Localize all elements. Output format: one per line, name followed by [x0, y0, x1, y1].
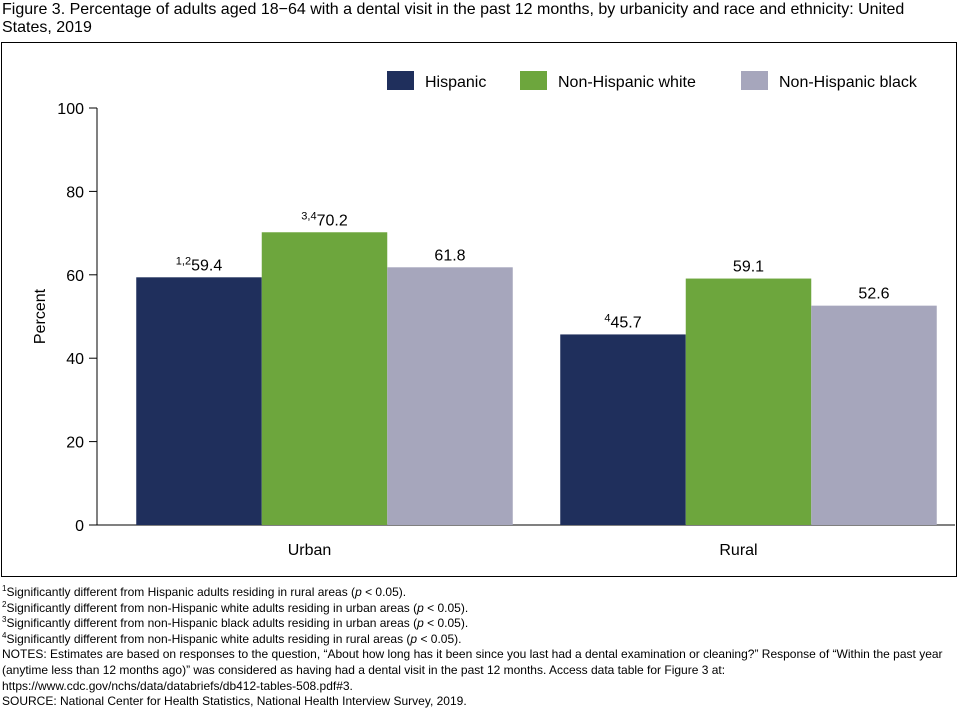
- figure-title: Figure 3. Percentage of adults aged 18−6…: [2, 1, 905, 36]
- footnote: 4Significantly different from non-Hispan…: [2, 630, 958, 648]
- data-label-value: 70.2: [317, 212, 348, 229]
- data-label-superscript: 3,4: [301, 210, 316, 222]
- bar: [136, 277, 262, 525]
- footnote-text: Significantly different from Hispanic ad…: [6, 585, 356, 599]
- footnote-p: p: [355, 585, 362, 599]
- data-label: 445.7: [604, 312, 641, 331]
- footnote-text: Significantly different from non-Hispani…: [6, 616, 418, 631]
- bar: [685, 278, 812, 525]
- data-label: 61.8: [434, 247, 465, 264]
- source-text: SOURCE: National Center for Health Stati…: [2, 694, 467, 709]
- footnote-after: < 0.05).: [417, 631, 462, 646]
- legend-swatch: [741, 71, 768, 90]
- data-label-value: 45.7: [610, 314, 641, 331]
- y-axis-label: Percent: [32, 288, 49, 344]
- footnote-p: p: [410, 631, 418, 646]
- y-tick-label: 100: [57, 101, 84, 118]
- bar: [811, 305, 937, 525]
- data-label: 59.1: [733, 259, 764, 276]
- footnotes: 1Significantly different from Hispanic a…: [2, 585, 958, 710]
- y-tick-label: 60: [66, 268, 84, 285]
- data-label: 3,470.2: [301, 210, 348, 229]
- chart-frame: 0 20 40 60 80 100 Percent 1,259.4 3,470.2 61.8 Urb…: [1, 42, 957, 577]
- data-label: 52.6: [858, 286, 889, 303]
- y-tick-label: 40: [66, 351, 84, 368]
- bar-chart: 0 20 40 60 80 100 Percent 1,259.4 3,470.2 61.8 Urb…: [32, 71, 955, 559]
- footnote: 1Significantly different from Hispanic a…: [2, 585, 958, 601]
- footnote: 3Significantly different from non-Hispan…: [2, 616, 958, 632]
- footnote-after: < 0.05).: [361, 585, 407, 599]
- footnote-mark: 1: [2, 584, 7, 593]
- y-tick-label: 20: [66, 435, 84, 452]
- bar: [261, 232, 388, 526]
- footnote-text: Significantly different from non-Hispani…: [6, 631, 411, 646]
- x-tick-label: Urban: [288, 542, 332, 559]
- legend-label: Non-Hispanic white: [558, 74, 696, 91]
- data-label-value: 59.4: [191, 257, 222, 274]
- data-label-superscript: 1,2: [176, 255, 191, 267]
- bar: [560, 334, 686, 525]
- data-label: 1,259.4: [176, 255, 223, 274]
- footnote-after: < 0.05).: [423, 616, 469, 631]
- legend-label: Hispanic: [425, 74, 486, 91]
- x-tick-label: Rural: [719, 542, 757, 559]
- footnote-mark: 3: [2, 615, 7, 625]
- legend-label: Non-Hispanic black: [779, 74, 918, 91]
- footnote-text: Significantly different from non-Hispani…: [6, 600, 418, 615]
- y-tick-label: 80: [66, 184, 84, 201]
- legend-swatch: [520, 71, 547, 90]
- footnote-mark: 4: [2, 630, 7, 640]
- footnote-after: < 0.05).: [423, 600, 469, 615]
- notes-text: NOTES: Estimates are based on responses …: [2, 647, 943, 693]
- bar: [387, 267, 513, 525]
- footnote: 2Significantly different from non-Hispan…: [2, 599, 958, 617]
- footnote-p: p: [417, 600, 424, 615]
- legend-swatch: [387, 71, 414, 90]
- footnote-list: 1Significantly different from Hispanic a…: [2, 585, 958, 647]
- footnote-mark: 2: [2, 599, 7, 609]
- footnote-p: p: [417, 616, 424, 631]
- data-label-superscript: 4: [604, 312, 610, 324]
- y-tick-label: 0: [75, 518, 84, 535]
